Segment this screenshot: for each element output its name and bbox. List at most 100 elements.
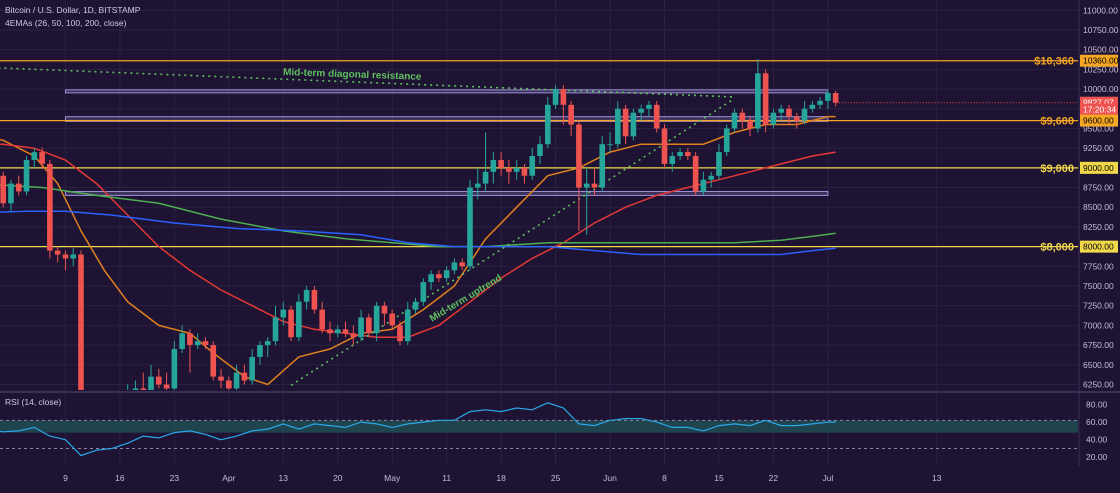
candle-body-up — [490, 159, 497, 172]
candle-body-up — [443, 270, 450, 279]
price-axis-tick-label: 7000.00 — [1083, 320, 1114, 330]
price-axis-tick-label: 10000.00 — [1083, 84, 1119, 94]
candle-body-down — [210, 345, 217, 377]
support-trendline — [290, 97, 735, 386]
price-axis-tag-label: 17:20:34 — [1083, 105, 1116, 115]
candle-body-up — [646, 104, 652, 109]
candle-body-down — [591, 183, 598, 188]
candle-body-up — [474, 183, 481, 188]
price-axis-tick-label: 7750.00 — [1083, 261, 1114, 271]
candle-body-up — [179, 333, 185, 350]
price-axis-tick-label: 7250.00 — [1083, 301, 1114, 311]
price-axis-tick-label: 6500.00 — [1083, 360, 1114, 370]
candle-body-up — [809, 104, 816, 109]
candle-body-up — [31, 152, 38, 160]
time-axis-tick-label: 18 — [496, 473, 506, 483]
candle-body-up — [583, 183, 590, 188]
candle-body-up — [638, 108, 644, 113]
candle-body-up — [615, 108, 621, 145]
time-axis-tick-label: 16 — [115, 473, 125, 483]
candle-body-down — [156, 376, 162, 385]
candle-body-up — [607, 144, 613, 146]
price-axis-tick-label: 8500.00 — [1083, 202, 1114, 212]
candle-body-down — [78, 254, 84, 390]
candle-body-down — [39, 152, 45, 164]
candle-body-up — [132, 388, 139, 390]
candle-body-down — [397, 325, 403, 342]
candle-body-down — [692, 156, 699, 192]
candle-body-down — [350, 333, 357, 338]
candle-body-up — [467, 187, 473, 267]
candle-body-down — [381, 305, 388, 314]
candle-body-up — [825, 93, 831, 101]
candle-body-up — [755, 73, 761, 129]
time-axis-tick-label: Apr — [222, 473, 235, 483]
candle-body-down — [560, 89, 567, 105]
candle-body-down — [62, 254, 69, 259]
price-axis-tick-label: 10250.00 — [1083, 64, 1119, 74]
level-label: $9,000 — [1040, 163, 1074, 175]
candle-body-up — [358, 317, 364, 338]
price-axis-tick-label: 6750.00 — [1083, 340, 1114, 350]
candle-body-up — [412, 301, 419, 310]
candle-body-up — [373, 305, 380, 334]
candle-body-down — [436, 274, 442, 279]
candle-body-up — [716, 152, 722, 176]
candle-body-down — [653, 104, 660, 129]
rsi-line — [0, 402, 836, 457]
candle-body-up — [630, 112, 637, 137]
candle-body-up — [404, 309, 411, 342]
price-axis-tick-label: 9250.00 — [1083, 143, 1114, 153]
candle-body-down — [241, 372, 248, 381]
candle-body-up — [23, 159, 30, 192]
price-axis-tick-label: 7500.00 — [1083, 281, 1114, 291]
zone-rectangle — [64, 116, 829, 122]
candle-body-up — [148, 376, 154, 390]
time-axis-tick-label: 13 — [932, 473, 942, 483]
rsi-band — [0, 420, 1078, 433]
candle-body-down — [311, 289, 318, 310]
candle-body-up — [264, 341, 271, 346]
candle-body-down — [521, 167, 528, 176]
level-label: $10,360 — [1034, 56, 1074, 68]
price-axis-tick-label: 10500.00 — [1083, 45, 1119, 55]
candle-body-up — [545, 104, 551, 145]
price-axis-tick-label: 10750.00 — [1083, 25, 1119, 35]
time-axis-tick-label: Jun — [603, 473, 617, 483]
price-axis-tag-label: 9000.00 — [1083, 163, 1114, 173]
rsi-axis-tick-label: 60.00 — [1086, 417, 1108, 427]
candle-body-up — [599, 144, 606, 188]
candle-body-down — [747, 120, 753, 129]
candle-body-down — [163, 384, 170, 389]
ema-line — [0, 210, 836, 256]
price-axis-tick-label: 8250.00 — [1083, 222, 1114, 232]
candle-body-up — [171, 349, 178, 389]
time-axis-tick-label: 11 — [442, 473, 451, 483]
price-axis-tick-label: 11000.00 — [1083, 5, 1118, 15]
candle-body-up — [723, 128, 730, 153]
candle-body-down — [576, 124, 582, 188]
candle-body-down — [47, 163, 53, 251]
candle-body-up — [700, 179, 707, 192]
candle-body-up — [708, 175, 714, 180]
symbol-legend: Bitcoin / U.S. Dollar, 1D, BITSTAMP — [5, 5, 141, 15]
candle-body-down — [288, 309, 294, 338]
candle-body-down — [762, 73, 769, 125]
candle-body-up — [529, 156, 536, 176]
candle-body-up — [552, 89, 559, 105]
candle-body-down — [202, 341, 209, 346]
candle-body-up — [731, 112, 738, 129]
candle-body-up — [280, 309, 287, 318]
resistance-trendline — [0, 67, 735, 98]
candle-body-up — [272, 317, 279, 342]
candle-body-down — [319, 309, 325, 330]
time-axis-tick-label: 20 — [333, 473, 343, 483]
candle-body-down — [327, 329, 333, 334]
candle-body-up — [482, 171, 489, 184]
candle-body-down — [389, 313, 395, 326]
price-axis-tag — [1080, 114, 1118, 127]
candle-body-down — [498, 159, 504, 168]
candle-body-down — [226, 380, 232, 389]
price-axis-tag-label: 10360.00 — [1083, 56, 1119, 66]
candle-body-down — [786, 108, 792, 117]
